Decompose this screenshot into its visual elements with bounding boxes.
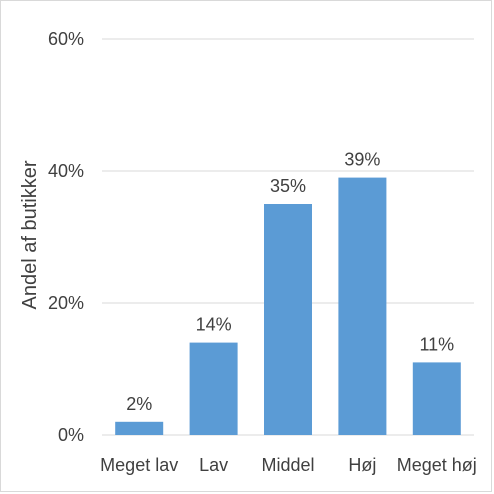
data-label: 14% — [196, 315, 232, 335]
x-category-label: Meget høj — [397, 455, 477, 475]
x-category-label: Høj — [348, 455, 376, 475]
data-label: 11% — [419, 334, 454, 354]
data-label: 2% — [126, 394, 152, 414]
data-label: 39% — [344, 150, 380, 170]
x-category-label: Middel — [261, 455, 314, 475]
x-axis-categories: Meget lav Lav Middel Høj Meget høj — [100, 455, 477, 475]
bar — [190, 343, 238, 435]
y-tick-label: 20% — [48, 293, 84, 313]
bar — [115, 422, 163, 435]
y-tick-label: 60% — [48, 29, 84, 49]
y-tick-label: 0% — [58, 425, 84, 445]
bar — [338, 178, 386, 435]
bar — [264, 204, 312, 435]
y-axis-ticks: 0% 20% 40% 60% — [48, 29, 84, 445]
y-axis-label: Andel af butikker — [19, 160, 41, 309]
bar — [413, 362, 461, 435]
data-label: 35% — [270, 176, 306, 196]
y-tick-label: 40% — [48, 161, 84, 181]
bars — [115, 178, 461, 435]
x-category-label: Meget lav — [100, 455, 178, 475]
x-category-label: Lav — [199, 455, 228, 475]
